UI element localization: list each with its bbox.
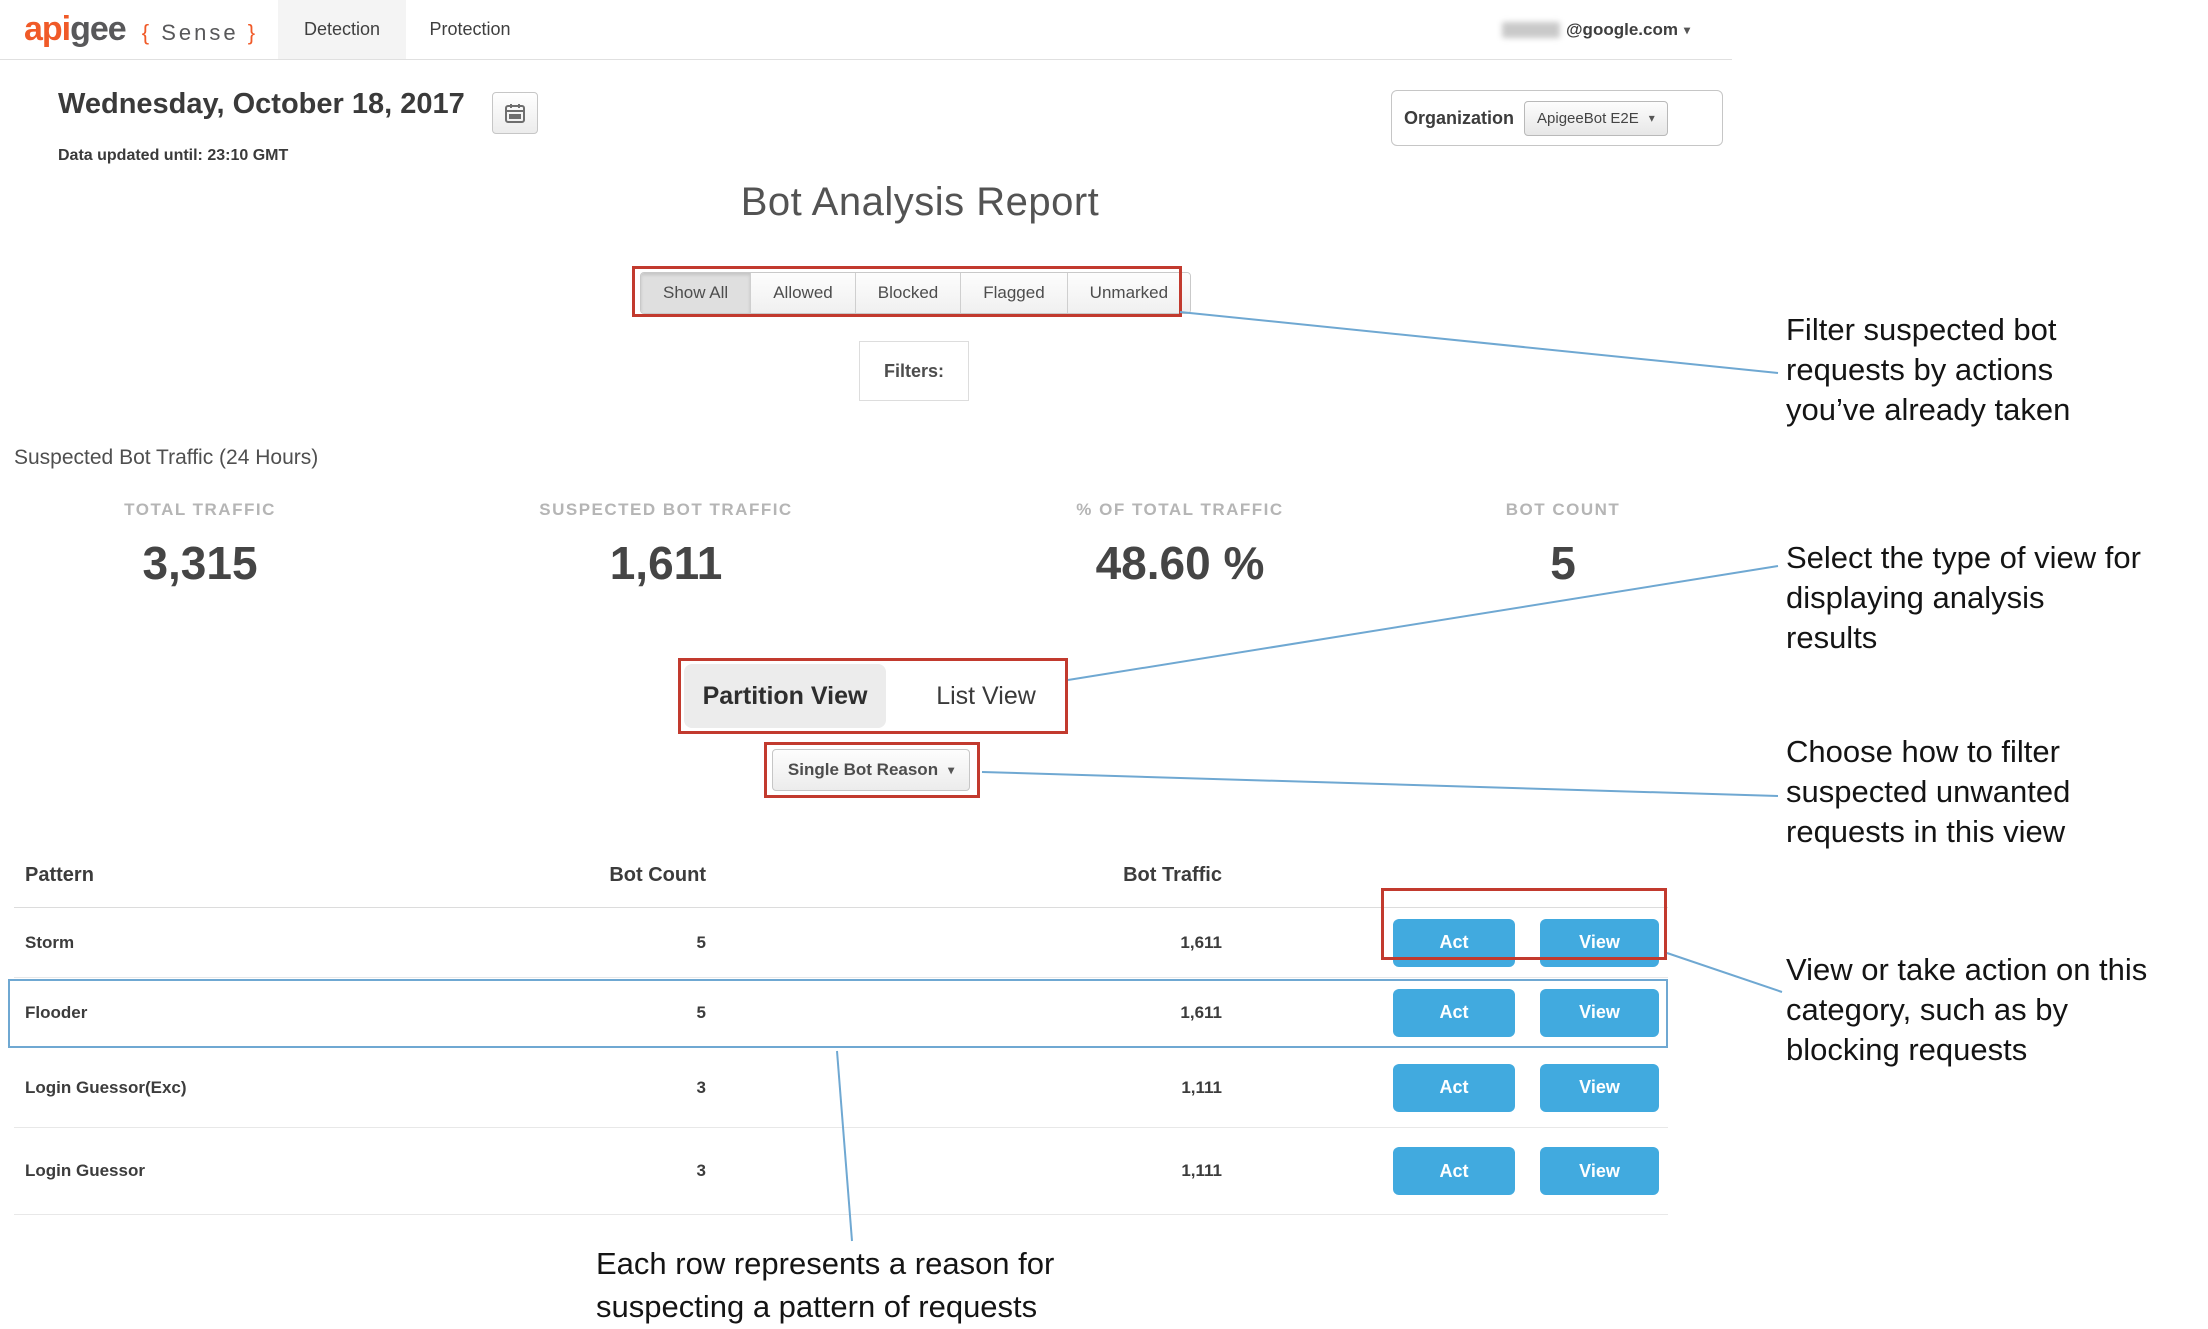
stat-value: 1,611 xyxy=(609,537,723,589)
section-title: Suspected Bot Traffic (24 Hours) xyxy=(14,446,319,469)
sense-brace-open: { xyxy=(141,20,153,45)
filter-allowed[interactable]: Allowed xyxy=(751,273,856,313)
chevron-down-icon: ▾ xyxy=(1683,22,1690,37)
tab-partition-view[interactable]: Partition View xyxy=(684,664,886,728)
annotation-reason-note: Choose how to filter suspected unwanted … xyxy=(1786,734,2071,849)
act-button[interactable]: Act xyxy=(1393,1147,1515,1195)
page-title: Bot Analysis Report xyxy=(740,180,1100,224)
organization-value: ApigeeBot E2E xyxy=(1537,109,1639,127)
callout-line-reason xyxy=(981,771,1779,797)
bot-count-cell: 3 xyxy=(696,1077,706,1097)
sense-wordmark: { Sense } xyxy=(142,20,258,46)
report-date: Wednesday, October 18, 2017 xyxy=(58,88,465,120)
table-row: Storm 5 1,611 Act View xyxy=(14,908,1668,978)
sense-brace-close: } xyxy=(247,20,259,45)
calendar-icon xyxy=(505,104,525,123)
stat-value: 3,315 xyxy=(142,537,258,589)
column-header-bot-count: Bot Count xyxy=(609,864,706,886)
bot-count-cell: 5 xyxy=(696,1002,706,1022)
column-header-bot-traffic: Bot Traffic xyxy=(1123,864,1222,886)
table-header: Pattern Bot Count Bot Traffic xyxy=(14,858,1668,908)
annotation-view-note: Select the type of view for displaying a… xyxy=(1786,540,2141,655)
view-button[interactable]: View xyxy=(1540,918,1659,967)
pattern-cell: Flooder xyxy=(25,1002,88,1022)
column-header-pattern: Pattern xyxy=(25,864,94,886)
act-button[interactable]: Act xyxy=(1393,1063,1515,1112)
user-email: @google.com xyxy=(1565,19,1678,39)
tab-detection[interactable]: Detection xyxy=(278,0,406,59)
bot-traffic-cell: 1,111 xyxy=(1181,1161,1222,1180)
bot-reason-dropdown[interactable]: Single Bot Reason ▾ xyxy=(772,749,970,791)
pattern-cell: Login Guessor xyxy=(25,1161,145,1180)
pattern-cell: Login Guessor(Exc) xyxy=(25,1077,187,1097)
stat-suspected-bot-traffic: SUSPECTED BOT TRAFFIC 1,611 xyxy=(416,500,916,590)
stat-total-traffic: TOTAL TRAFFIC 3,315 xyxy=(0,500,450,590)
organization-panel: Organization ApigeeBot E2E ▾ xyxy=(1391,90,1723,146)
action-filter-group: Show All Allowed Blocked Flagged Unmarke… xyxy=(640,272,1192,314)
table-row: Login Guessor(Exc) 3 1,111 Act View xyxy=(14,1048,1668,1128)
annotation-filter-note: Filter suspected bot requests by actions… xyxy=(1786,312,2071,427)
act-button[interactable]: Act xyxy=(1393,988,1515,1037)
apigee-sense-logo: apigee { Sense } xyxy=(24,10,258,49)
stat-value: 5 xyxy=(1550,537,1576,589)
bot-count-cell: 5 xyxy=(696,932,706,952)
data-updated-label: Data updated until: 23:10 GMT xyxy=(58,147,289,164)
annotation-action-note: View or take action on this category, su… xyxy=(1786,952,2148,1067)
filter-flagged[interactable]: Flagged xyxy=(961,273,1068,313)
organization-label: Organization xyxy=(1404,107,1515,128)
apigee-wordmark: apigee xyxy=(24,10,127,49)
sense-text: Sense xyxy=(152,20,248,45)
logo-gee-text: gee xyxy=(70,10,127,48)
table-row: Login Guessor 3 1,111 Act View xyxy=(14,1128,1668,1215)
view-button[interactable]: View xyxy=(1540,988,1659,1037)
chevron-down-icon: ▾ xyxy=(948,763,955,777)
callout-line-filter xyxy=(1179,311,1779,374)
filters-label-box: Filters: xyxy=(859,341,969,401)
top-nav: apigee { Sense } Detection Protection @g… xyxy=(0,0,1732,60)
view-button[interactable]: View xyxy=(1540,1063,1659,1112)
tab-list-view[interactable]: List View xyxy=(936,681,1036,710)
tab-protection[interactable]: Protection xyxy=(429,19,511,39)
stat-label: BOT COUNT xyxy=(1505,500,1621,519)
calendar-button[interactable] xyxy=(492,92,538,134)
callout-line-action xyxy=(1666,952,1783,993)
bot-traffic-cell: 1,111 xyxy=(1181,1077,1222,1097)
filter-unmarked[interactable]: Unmarked xyxy=(1067,273,1191,313)
filter-show-all[interactable]: Show All xyxy=(641,273,752,313)
bot-traffic-cell: 1,611 xyxy=(1180,932,1222,952)
bot-count-cell: 3 xyxy=(696,1161,706,1180)
bot-reason-value: Single Bot Reason xyxy=(787,760,939,779)
stat-label: % OF TOTAL TRAFFIC xyxy=(1076,500,1284,519)
stat-label: TOTAL TRAFFIC xyxy=(124,500,276,519)
organization-dropdown[interactable]: ApigeeBot E2E ▾ xyxy=(1524,100,1668,136)
logo-api-text: api xyxy=(24,10,71,48)
table-row: Flooder 5 1,611 Act View xyxy=(14,978,1668,1048)
stat-bot-count: BOT COUNT 5 xyxy=(1313,500,1813,590)
redacted-username xyxy=(1501,21,1560,38)
filter-blocked[interactable]: Blocked xyxy=(855,273,962,313)
pattern-cell: Storm xyxy=(25,932,75,952)
bot-traffic-cell: 1,611 xyxy=(1180,1002,1222,1022)
chevron-down-icon: ▾ xyxy=(1648,111,1655,125)
act-button[interactable]: Act xyxy=(1393,918,1515,967)
annotation-row-note: Each row represents a reason for suspect… xyxy=(596,1246,1055,1324)
user-account-menu[interactable]: @google.com ▾ xyxy=(1501,0,1690,59)
view-button[interactable]: View xyxy=(1540,1147,1659,1195)
stat-label: SUSPECTED BOT TRAFFIC xyxy=(539,500,793,519)
